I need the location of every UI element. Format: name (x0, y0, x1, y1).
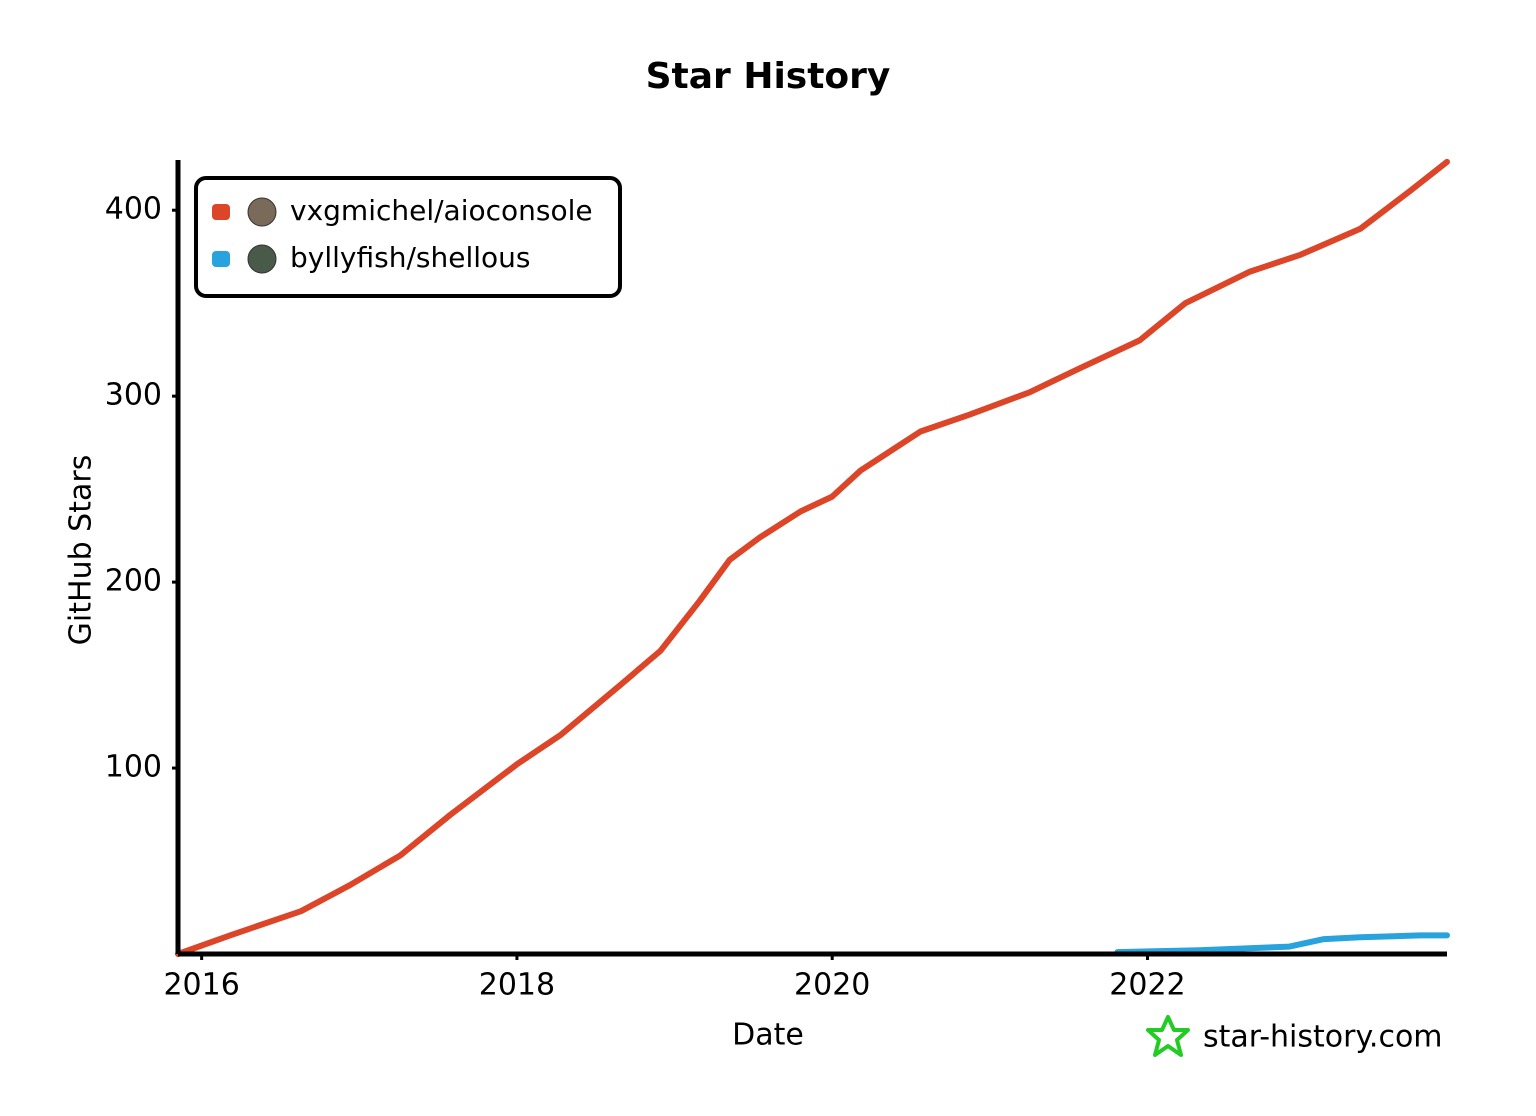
y-tick-label: 200 (105, 564, 162, 599)
x-tick-label: 2020 (794, 968, 870, 1003)
legend-label: vxgmichel/aioconsole (290, 194, 593, 227)
watermark-icon (1146, 1015, 1190, 1057)
series-line (1114, 932, 1450, 956)
x-tick-label: 2016 (163, 968, 239, 1003)
legend-swatch (212, 204, 230, 220)
legend-label: byllyfish/shellous (290, 241, 530, 274)
legend-box (194, 176, 622, 298)
legend-swatch (212, 251, 230, 267)
y-tick-label: 100 (105, 750, 162, 785)
x-tick-label: 2018 (479, 968, 555, 1003)
x-axis-label: Date (732, 1018, 804, 1053)
y-axis-label: GitHub Stars (64, 455, 99, 646)
legend: vxgmichel/aioconsole byllyfish/shellous (194, 176, 622, 298)
watermark: star-history.com (1203, 1020, 1443, 1055)
y-tick-label: 400 (105, 192, 162, 227)
chart-title: Star History (646, 56, 891, 97)
x-tick-label: 2022 (1109, 968, 1185, 1003)
legend-avatar (247, 197, 277, 227)
legend-avatar (247, 244, 277, 274)
y-tick-label: 300 (105, 378, 162, 413)
series-line (175, 158, 1450, 957)
